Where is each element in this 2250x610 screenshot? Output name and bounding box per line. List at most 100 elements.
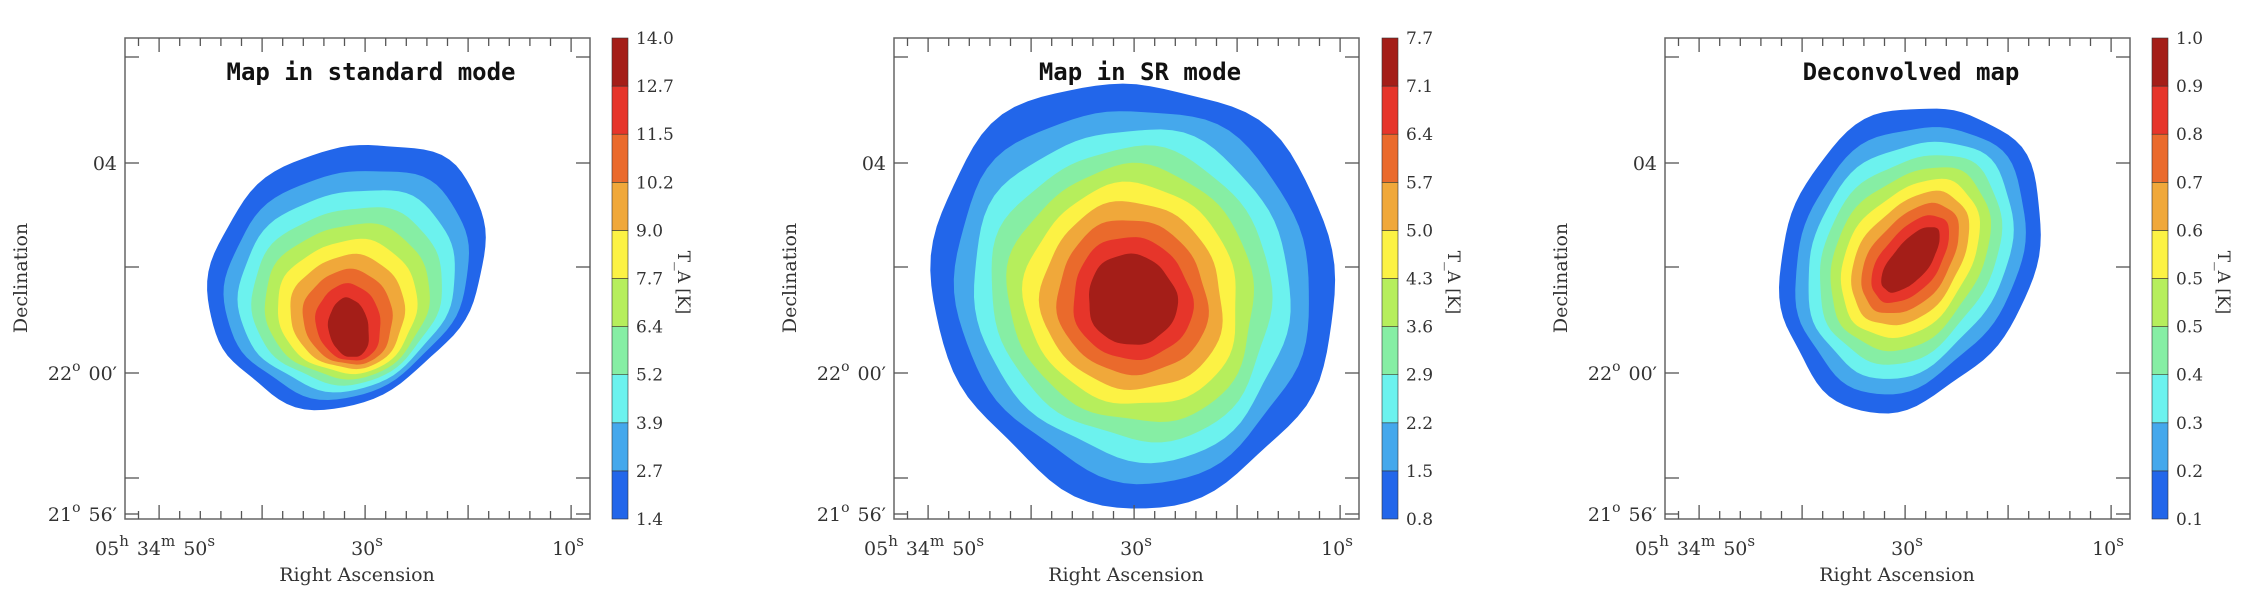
y-tick-label: 22o 00′ xyxy=(1588,359,1657,385)
colorbar-tick-label: 7.1 xyxy=(1406,77,1433,97)
colorbar-tick-label: 0.8 xyxy=(1406,510,1433,530)
x-tick-label: 30s xyxy=(1891,532,1925,560)
colorbar-segment xyxy=(1381,374,1399,424)
colorbar-tick-label: 0.2 xyxy=(2176,462,2203,482)
colorbar-tick-label: 4.3 xyxy=(1406,270,1433,290)
colorbar-segment xyxy=(1381,422,1399,472)
colorbar-tick-label: 7.7 xyxy=(636,270,663,290)
panel-title: Map in SR mode xyxy=(1039,58,1241,86)
x-tick-label: 05h 34m 50s xyxy=(95,532,217,560)
x-tick-label: 05h 34m 50s xyxy=(864,532,986,560)
x-tick-label: 10s xyxy=(2092,532,2126,560)
colorbar: 0.8 1.5 2.2 2.9 3.6 4.3 5.0 5.7 6.4 7.1 7.7 T_A [K] xyxy=(1381,29,1463,530)
y-tick-label: 04 xyxy=(1633,153,1657,175)
x-tick-label: 10s xyxy=(1321,532,1355,560)
contour-fill-group xyxy=(1779,108,2041,414)
plot-frame xyxy=(124,37,591,520)
colorbar-tick-label: 10.2 xyxy=(636,173,674,193)
colorbar-tick-label: 3.9 xyxy=(636,414,663,434)
colorbar-tick-label: 0.5 xyxy=(2176,318,2203,338)
colorbar-tick-label: 6.4 xyxy=(636,318,663,338)
contour-panel: 05h 34m 50s 30s 10s 04 22o 00′ 21o 56′ Righ… xyxy=(779,37,1360,586)
colorbar-segment xyxy=(2151,182,2169,231)
colorbar-tick-label: 5.0 xyxy=(1406,221,1433,241)
y-tick-label: 22o 00′ xyxy=(48,359,117,385)
colorbar-tick-label: 0.9 xyxy=(2176,77,2203,97)
colorbar-tick-label: 0.4 xyxy=(2176,366,2203,386)
contour-level-12.7 xyxy=(327,297,369,357)
colorbar-title: T_A [K] xyxy=(673,251,693,314)
colorbar-segment xyxy=(1381,230,1399,279)
colorbar-segment xyxy=(2151,133,2169,183)
colorbar-segment xyxy=(2151,278,2169,327)
colorbar-segment xyxy=(2151,85,2169,135)
colorbar-tick-label: 1.4 xyxy=(636,510,663,530)
colorbar-tick-label: 6.4 xyxy=(1406,125,1433,145)
x-axis-title: Right Ascension xyxy=(279,564,435,586)
colorbar-tick-label: 5.2 xyxy=(636,366,663,386)
colorbar-tick-label: 14.0 xyxy=(636,29,674,49)
x-axis-title: Right Ascension xyxy=(1819,564,1975,586)
colorbar-tick-label: 0.3 xyxy=(2176,414,2203,434)
colorbar-tick-label: 1.5 xyxy=(1406,462,1433,482)
colorbar-segment xyxy=(611,326,629,376)
colorbar-tick-label: 7.7 xyxy=(1406,29,1433,49)
y-tick-label: 21o 56′ xyxy=(817,500,886,526)
colorbar-segment xyxy=(1381,182,1399,231)
colorbar-tick-label: 5.7 xyxy=(1406,173,1433,193)
colorbar-segment xyxy=(611,422,629,472)
colorbar-segment xyxy=(611,278,629,327)
colorbar-segment xyxy=(2151,326,2169,376)
x-tick-label: 10s xyxy=(552,532,586,560)
contour-fill-group xyxy=(207,145,486,411)
contour-panel: 05h 34m 50s 30s 10s 04 22o 00′ 21o 56′ Righ… xyxy=(10,37,591,586)
colorbar-tick-label: 9.0 xyxy=(636,221,663,241)
colorbar-segment xyxy=(1381,326,1399,376)
colorbar-tick-label: 2.2 xyxy=(1406,414,1433,434)
colorbar-tick-label: 0.8 xyxy=(2176,125,2203,145)
colorbar-segment xyxy=(611,85,629,135)
contour-fill-group xyxy=(930,83,1336,509)
colorbar-tick-label: 11.5 xyxy=(636,125,674,145)
colorbar-segment xyxy=(2151,470,2169,520)
colorbar-segment xyxy=(1381,37,1399,87)
colorbar-tick-label: 0.7 xyxy=(2176,173,2203,193)
colorbar-tick-label: 2.7 xyxy=(636,462,663,482)
colorbar-segment xyxy=(1381,470,1399,520)
colorbar-segment xyxy=(1381,278,1399,327)
y-tick-label: 21o 56′ xyxy=(1588,500,1657,526)
colorbar-tick-label: 0.6 xyxy=(2176,221,2203,241)
x-tick-label: 30s xyxy=(351,532,385,560)
contour-level-0.9 xyxy=(1881,227,1940,293)
colorbar-segment xyxy=(611,470,629,520)
colorbar-segment xyxy=(2151,374,2169,424)
x-axis-title: Right Ascension xyxy=(1048,564,1204,586)
y-axis-title: Declination xyxy=(779,223,801,333)
contour-panel: 05h 34m 50s 30s 10s 04 22o 00′ 21o 56′ Righ… xyxy=(1550,37,2131,586)
colorbar-segment xyxy=(611,374,629,424)
panel-title: Deconvolved map xyxy=(1803,58,2020,86)
y-tick-label: 21o 56′ xyxy=(48,500,117,526)
plot-frame xyxy=(1664,37,2131,520)
colorbar-title: T_A [K] xyxy=(1443,251,1463,314)
x-tick-label: 05h 34m 50s xyxy=(1635,532,1757,560)
colorbar-tick-label: 2.9 xyxy=(1406,366,1433,386)
colorbar-title: T_A [K] xyxy=(2213,251,2233,314)
colorbar-tick-label: 0.5 xyxy=(2176,270,2203,290)
x-tick-label: 30s xyxy=(1120,532,1154,560)
plot-frame xyxy=(893,37,1360,520)
colorbar: 0.1 0.2 0.3 0.4 0.5 0.5 0.6 0.7 0.8 0.9 1.0 T_A [K] xyxy=(2151,29,2233,530)
colorbar-segment xyxy=(2151,230,2169,279)
panel-title: Map in standard mode xyxy=(227,58,516,86)
y-tick-label: 22o 00′ xyxy=(817,359,886,385)
y-tick-label: 04 xyxy=(862,153,886,175)
colorbar-segment xyxy=(1381,85,1399,135)
colorbar-segment xyxy=(1381,133,1399,183)
colorbar-segment xyxy=(611,133,629,183)
colorbar-tick-label: 0.1 xyxy=(2176,510,2203,530)
y-tick-label: 04 xyxy=(93,153,117,175)
colorbar-segment xyxy=(611,37,629,87)
colorbar-segment xyxy=(2151,422,2169,472)
y-axis-title: Declination xyxy=(1550,223,1572,333)
